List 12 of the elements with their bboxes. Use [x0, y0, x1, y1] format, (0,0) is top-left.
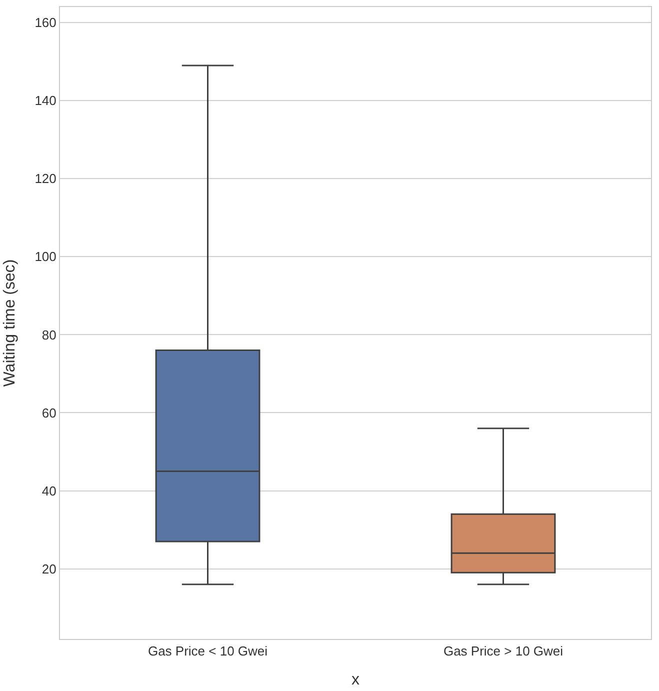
y-tick-label: 20 [42, 561, 56, 576]
y-tick-label: 120 [34, 171, 56, 186]
y-tick-label: 160 [34, 15, 56, 30]
y-tick-label: 40 [42, 483, 56, 498]
y-tick-label: 60 [42, 405, 56, 420]
y-tick-label: 140 [34, 93, 56, 108]
x-tick-label: Gas Price > 10 Gwei [443, 644, 564, 659]
x-axis-title: x [352, 671, 360, 688]
y-tick-label: 100 [34, 249, 56, 264]
y-tick-label: 80 [42, 327, 56, 342]
x-tick-label: Gas Price < 10 Gwei [148, 644, 268, 659]
y-axis-title: Waiting time (sec) [2, 259, 19, 387]
